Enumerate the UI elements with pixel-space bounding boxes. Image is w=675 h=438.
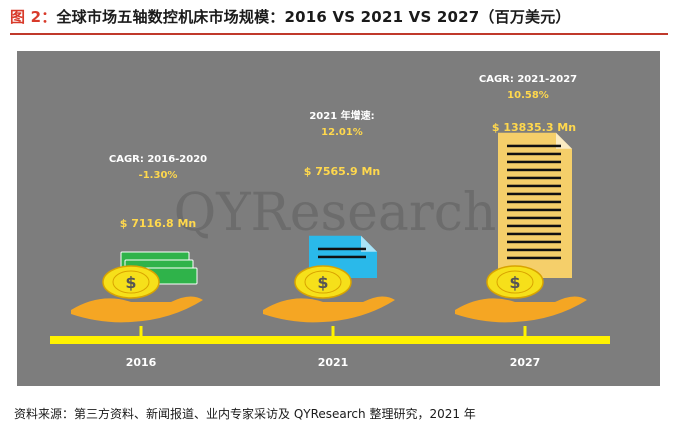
data-label-2027: $ 13835.3 Mn xyxy=(492,121,576,134)
bar-text-line xyxy=(507,248,561,252)
bar-text-line xyxy=(507,216,561,220)
watermark: QYResearch xyxy=(174,183,497,243)
x-axis-line xyxy=(50,336,610,344)
bar-text-line xyxy=(507,184,561,188)
x-axis-tick xyxy=(139,326,143,340)
bar-text-line xyxy=(507,208,561,212)
x-axis-tick xyxy=(523,326,527,340)
annotation-value: -1.30% xyxy=(139,170,178,181)
bar-text-line xyxy=(507,224,561,228)
coin-ring xyxy=(304,270,342,294)
coin-icon xyxy=(294,265,352,299)
data-label-2016: $ 7116.8 Mn xyxy=(120,217,197,230)
coin-dollar-sign: $ xyxy=(317,273,328,292)
bar-text-line xyxy=(318,247,366,251)
annotation-label: CAGR: 2016-2020 xyxy=(109,154,207,165)
bar-text-line xyxy=(318,255,366,259)
title-underline xyxy=(10,33,668,35)
hand-icon xyxy=(455,296,587,323)
bar-text-line xyxy=(507,176,561,180)
chart-labels: 2016 2021 2027 CAGR: 2016-2020 -1.30% 2021 年增… xyxy=(109,74,577,369)
coin-ring xyxy=(112,270,150,294)
bar-text-line xyxy=(507,232,561,236)
bar-text-line xyxy=(507,152,561,156)
x-axis-tick xyxy=(331,326,335,340)
bar-text-line xyxy=(507,256,561,260)
bar-text-line xyxy=(507,144,561,148)
bar-text-line xyxy=(507,200,561,204)
chart-title: 图 2：全球市场五轴数控机床市场规模：2016 VS 2021 VS 2027（… xyxy=(10,6,571,27)
coin-dollar-sign: $ xyxy=(125,273,136,292)
coin-ring xyxy=(496,270,534,294)
annotation-label: CAGR: 2021-2027 xyxy=(479,74,577,85)
hand-icon xyxy=(263,296,395,323)
data-label-2021: $ 7565.9 Mn xyxy=(304,165,381,178)
annotation-value: 12.01% xyxy=(321,127,363,138)
bar-text-line xyxy=(507,168,561,172)
bar-text-line xyxy=(507,240,561,244)
chart-marks: $ $ $ xyxy=(50,132,610,344)
coin-dollar-sign: $ xyxy=(509,273,520,292)
coin-icon xyxy=(102,265,160,299)
figure-number: 图 2： xyxy=(10,8,57,26)
source-note: 资料来源：第三方资料、新闻报道、业内专家采访及 QYResearch 整理研究，… xyxy=(14,407,476,421)
category-label-2027: 2027 xyxy=(510,356,541,369)
bar-group-2021: $ xyxy=(263,235,395,323)
annotation-value: 10.58% xyxy=(507,90,549,101)
bar-group-2016: $ xyxy=(71,251,203,323)
title-text: 全球市场五轴数控机床市场规模：2016 VS 2021 VS 2027（百万美元… xyxy=(56,8,571,26)
bar-text-line xyxy=(507,160,561,164)
annotation-label: 2021 年增速: xyxy=(309,109,374,122)
coin-icon xyxy=(486,265,544,299)
category-label-2021: 2021 xyxy=(318,356,349,369)
bar-text-line xyxy=(507,192,561,196)
category-label-2016: 2016 xyxy=(126,356,157,369)
bar-group-2027: $ xyxy=(455,132,587,323)
hand-icon xyxy=(71,296,203,323)
